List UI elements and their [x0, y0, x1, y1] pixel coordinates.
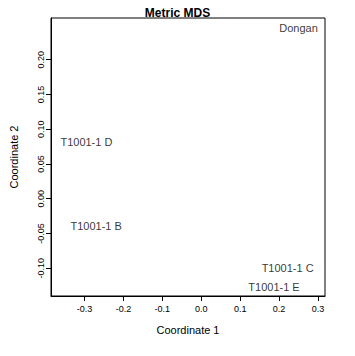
svg-text:0.2: 0.2 [273, 304, 286, 314]
svg-text:0.10: 0.10 [36, 120, 46, 138]
svg-text:0.15: 0.15 [36, 86, 46, 104]
svg-text:-0.05: -0.05 [36, 223, 46, 244]
svg-text:-0.2: -0.2 [116, 304, 132, 314]
svg-text:Coordinate 1: Coordinate 1 [157, 324, 220, 336]
svg-text:-0.1: -0.1 [155, 304, 171, 314]
svg-text:0.20: 0.20 [36, 51, 46, 69]
svg-text:0.0: 0.0 [195, 304, 208, 314]
svg-text:0.1: 0.1 [234, 304, 247, 314]
svg-text:Dongan: Dongan [279, 22, 318, 34]
svg-text:Metric MDS: Metric MDS [145, 6, 210, 20]
svg-text:0.00: 0.00 [36, 190, 46, 208]
svg-text:0.3: 0.3 [312, 304, 325, 314]
svg-text:-0.10: -0.10 [36, 258, 46, 279]
svg-text:-0.3: -0.3 [77, 304, 93, 314]
svg-text:T1001-1 B: T1001-1 B [70, 220, 121, 232]
svg-text:0.05: 0.05 [36, 155, 46, 173]
svg-text:T1001-1 C: T1001-1 C [262, 262, 314, 274]
svg-text:T1001-1 E: T1001-1 E [248, 281, 299, 293]
svg-text:Coordinate 2: Coordinate 2 [8, 126, 20, 189]
svg-text:T1001-1 D: T1001-1 D [60, 136, 112, 148]
